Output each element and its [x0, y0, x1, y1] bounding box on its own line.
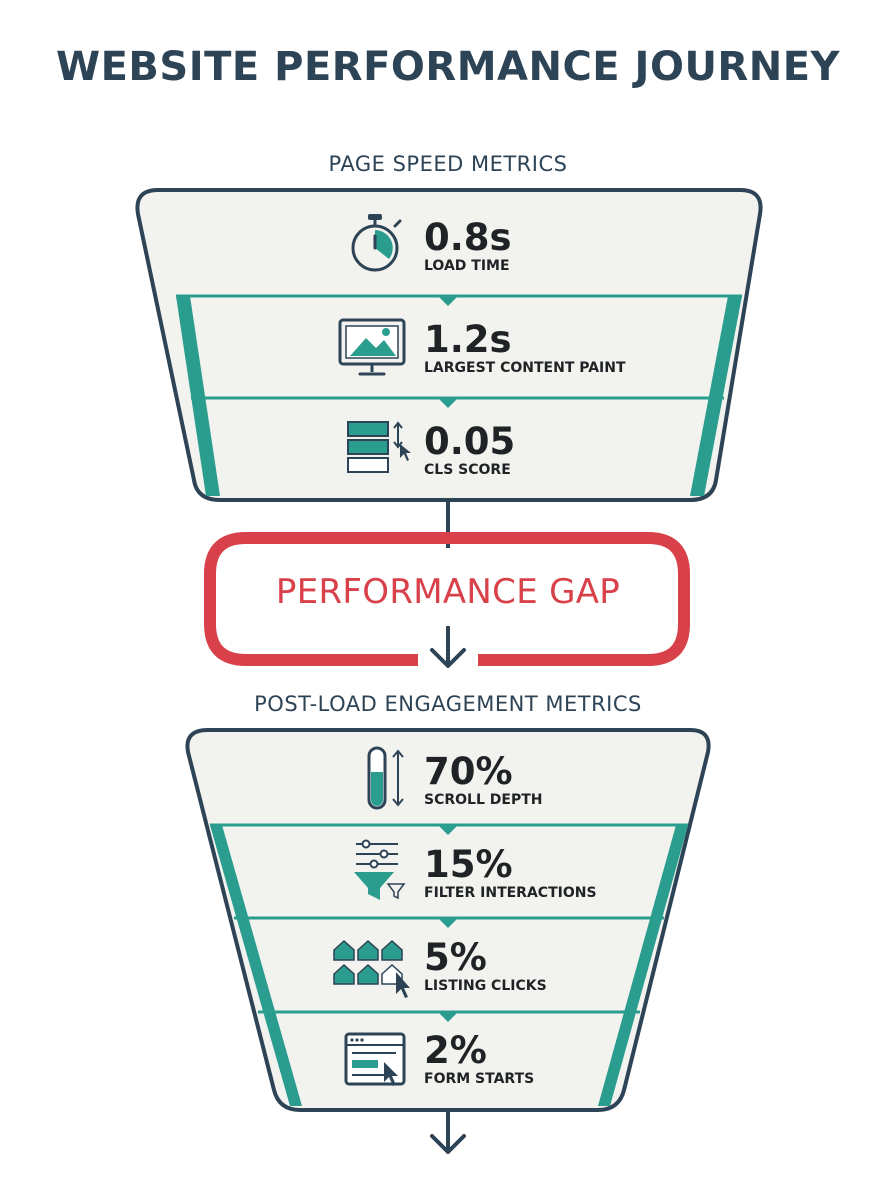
metric-value: 0.8s: [424, 216, 512, 259]
divider-notch: [438, 296, 458, 306]
metric-load-time: 0.8s LOAD TIME: [424, 216, 512, 275]
scroll-gauge-icon: [367, 746, 404, 810]
filter-funnel-icon: [354, 839, 406, 900]
divider-notch: [438, 1012, 458, 1022]
performance-gap-label: PERFORMANCE GAP: [275, 572, 621, 612]
metric-value: 70%: [424, 750, 513, 793]
metric-label: CLS SCORE: [424, 462, 511, 478]
engagement-funnel: [185, 728, 711, 1112]
metric-lcp: 1.2s LARGEST CONTENT PAINT: [424, 318, 626, 377]
metric-label: LOAD TIME: [424, 258, 510, 274]
performance-gap-box: [204, 532, 690, 668]
metric-label: SCROLL DEPTH: [424, 792, 543, 808]
teal-edge-right: [690, 296, 742, 496]
metric-value: 2%: [424, 1029, 487, 1072]
page-title: WEBSITE PERFORMANCE JOURNEY: [55, 44, 840, 90]
engagement-heading: POST-LOAD ENGAGEMENT METRICS: [254, 692, 642, 716]
teal-edge-left: [210, 825, 302, 1106]
metric-label: FILTER INTERACTIONS: [424, 885, 597, 901]
house-listings-icon: [333, 939, 410, 998]
layout-shift-icon: [347, 421, 411, 473]
metric-form-starts: 2% FORM STARTS: [424, 1029, 535, 1088]
divider-notch: [438, 398, 458, 408]
monitor-image-icon: [338, 318, 406, 376]
teal-edge-left: [176, 296, 220, 496]
page-speed-heading: PAGE SPEED METRICS: [328, 152, 568, 176]
page-speed-funnel: [135, 188, 763, 502]
divider-notch: [438, 825, 458, 835]
metric-listing-clicks: 5% LISTING CLICKS: [424, 936, 547, 995]
metric-value: 1.2s: [424, 318, 512, 361]
metric-value: 5%: [424, 936, 487, 979]
metric-filter-interactions: 15% FILTER INTERACTIONS: [424, 843, 597, 902]
stopwatch-icon: [351, 214, 402, 272]
metric-cls: 0.05 CLS SCORE: [424, 420, 516, 479]
metric-value: 15%: [424, 843, 513, 886]
divider-notch: [438, 918, 458, 928]
metric-label: LARGEST CONTENT PAINT: [424, 360, 626, 376]
teal-edge-right: [598, 825, 688, 1106]
metric-label: FORM STARTS: [424, 1071, 535, 1087]
metric-label: LISTING CLICKS: [424, 978, 547, 994]
arrow-down-icon: [430, 1112, 466, 1154]
form-window-icon: [344, 1032, 406, 1086]
metric-value: 0.05: [424, 420, 516, 463]
metric-scroll-depth: 70% SCROLL DEPTH: [424, 750, 543, 809]
